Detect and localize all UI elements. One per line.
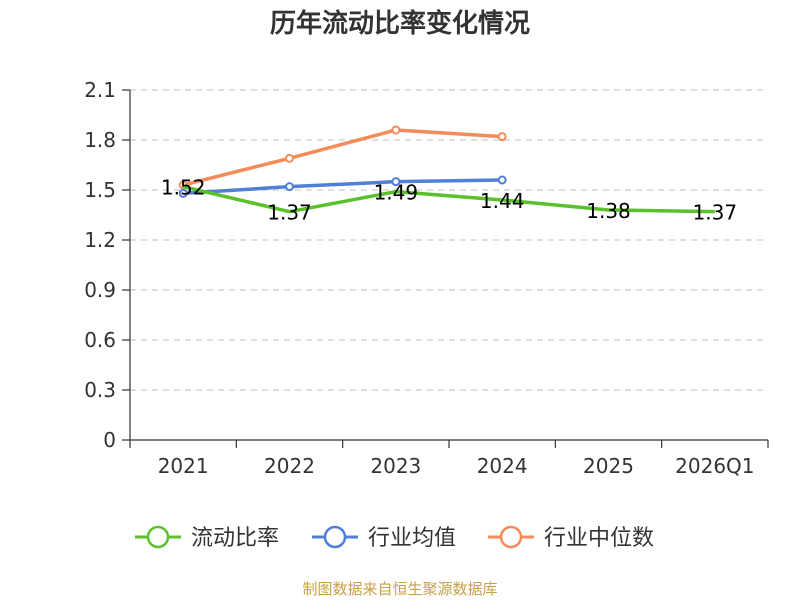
legend-label: 流动比率 [191, 526, 279, 551]
legend-item-0[interactable]: 流动比率 [135, 525, 279, 551]
series-layer [178, 125, 715, 214]
data-label: 1.52 [161, 176, 206, 200]
legend-label: 行业均值 [368, 526, 456, 551]
series-line [182, 128, 503, 187]
series-line [182, 184, 715, 214]
data-point [285, 182, 294, 192]
legend-item-1[interactable]: 行业均值 [312, 525, 456, 551]
source-note: 制图数据来自恒生聚源数据库 [302, 580, 497, 598]
y-tick-label: 0.3 [84, 378, 116, 402]
legend-swatch-marker [323, 525, 347, 549]
legend-swatch-marker [146, 525, 170, 549]
legend[interactable]: 流动比率 行业均值 行业中位数 [135, 525, 654, 551]
data-label: 1.37 [693, 201, 738, 225]
y-tick-label: 2.1 [84, 78, 116, 102]
data-point [497, 175, 507, 185]
legend-swatch-marker [499, 525, 523, 549]
series-0 [182, 184, 715, 214]
y-tick-label: 1.2 [84, 228, 116, 252]
data-point [178, 188, 188, 198]
x-tick-label: 2022 [264, 454, 315, 478]
legend-label: 行业中位数 [544, 526, 654, 551]
data-label: 1.38 [586, 199, 631, 223]
y-tick-label: 0.6 [84, 328, 116, 352]
grid-lines [130, 89, 768, 391]
data-labels: 1.52 1.37 1.49 1.44 1.38 1.37 [161, 176, 737, 225]
data-point [497, 132, 507, 142]
series-2 [178, 125, 507, 190]
data-point [285, 153, 294, 163]
x-tick-label: 2021 [158, 454, 209, 478]
data-point [391, 177, 401, 187]
x-tick-label: 2024 [477, 454, 528, 478]
data-label: 1.49 [374, 181, 419, 205]
data-label: 1.37 [267, 201, 312, 225]
y-tick-label: 1.8 [84, 128, 116, 152]
x-tick-label: 2025 [583, 454, 634, 478]
data-point [391, 125, 401, 135]
series-line [183, 178, 503, 196]
y-tick-label: 1.5 [84, 178, 116, 202]
axes: 0 0.3 0.6 0.9 1.2 1.5 1.8 2.1 2021 2022 2023 2024 20… [84, 78, 769, 478]
x-tick-label: 2026Q1 [675, 454, 754, 478]
data-label: 1.44 [480, 189, 525, 213]
legend-item-2[interactable]: 行业中位数 [488, 525, 654, 551]
y-tick-label: 0.9 [84, 278, 116, 302]
x-tick-label: 2023 [370, 454, 421, 478]
series-1 [178, 175, 507, 198]
chart-title: 历年流动比率变化情况 [270, 8, 530, 39]
y-tick-label: 0 [103, 428, 116, 452]
